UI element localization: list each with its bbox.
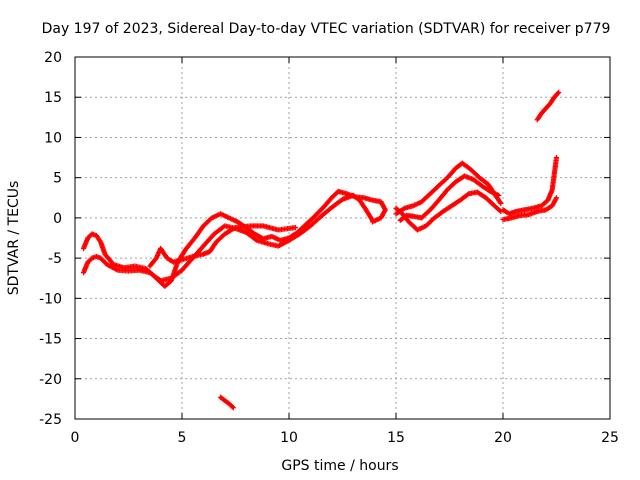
series-track-e bbox=[393, 160, 504, 217]
data-point-marker bbox=[292, 224, 299, 231]
plot-frame bbox=[74, 56, 611, 420]
y-tick-label: 15 bbox=[44, 90, 62, 106]
y-tick-label: -25 bbox=[39, 412, 62, 428]
axis-ticks: 0 5 10 15 20 25 -25 -20 -15 -10 -5 0 5 10 15 20 bbox=[39, 50, 619, 446]
y-tick-label: -5 bbox=[48, 251, 62, 267]
data-point-marker bbox=[556, 89, 562, 95]
x-tick-label: 5 bbox=[178, 430, 187, 446]
x-tick-label: 0 bbox=[71, 430, 80, 446]
data-point-marker bbox=[369, 217, 376, 223]
series-track-b bbox=[80, 192, 376, 284]
series-track-h bbox=[500, 195, 560, 223]
x-tick-label: 15 bbox=[387, 430, 405, 446]
data-series bbox=[80, 89, 562, 411]
series-track-j bbox=[217, 394, 236, 411]
data-point-marker bbox=[555, 90, 561, 96]
data-point-marker bbox=[229, 404, 235, 410]
data-point-marker bbox=[498, 200, 504, 207]
data-point-marker bbox=[230, 405, 236, 411]
series-track-a bbox=[80, 188, 388, 289]
y-tick-label: 5 bbox=[53, 171, 62, 187]
y-tick-label: 0 bbox=[53, 211, 62, 227]
y-tick-label: -15 bbox=[39, 332, 62, 348]
y-tick-label: -20 bbox=[39, 372, 62, 388]
data-point-marker bbox=[496, 192, 502, 198]
series-track-c bbox=[147, 223, 299, 269]
series-track-g bbox=[500, 154, 560, 217]
y-tick-label: -10 bbox=[39, 291, 62, 307]
x-tick-label: 10 bbox=[280, 430, 298, 446]
x-tick-label: 25 bbox=[601, 430, 619, 446]
grid bbox=[75, 57, 610, 419]
data-point-marker bbox=[553, 154, 560, 161]
series-track-i bbox=[534, 89, 562, 123]
y-tick-label: 10 bbox=[44, 130, 62, 146]
chart-title: Day 197 of 2023, Sidereal Day-to-day VTE… bbox=[42, 21, 611, 37]
data-point-marker bbox=[497, 207, 503, 214]
series-track-d bbox=[393, 189, 504, 233]
data-point-marker bbox=[553, 195, 560, 201]
series-track-f bbox=[397, 173, 502, 223]
x-axis-label: GPS time / hours bbox=[281, 458, 398, 474]
y-tick-label: 20 bbox=[44, 50, 62, 66]
y-axis-label: SDTVAR / TECUs bbox=[6, 181, 22, 296]
x-tick-label: 20 bbox=[494, 430, 512, 446]
